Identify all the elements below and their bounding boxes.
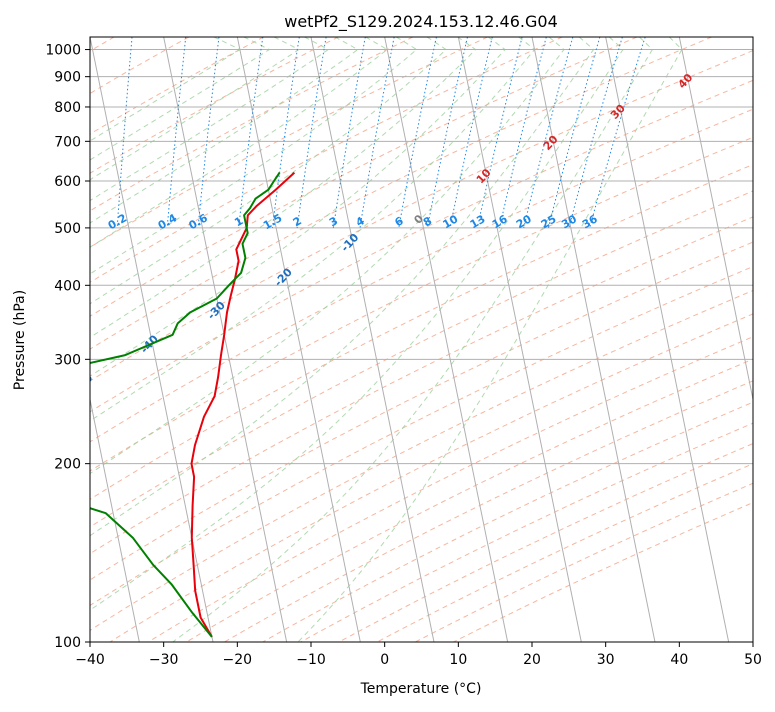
x-tick-label: 20 <box>523 652 541 668</box>
x-tick-label: 30 <box>597 652 615 668</box>
x-tick-label: −20 <box>223 652 253 668</box>
y-tick-label: 300 <box>54 352 81 368</box>
chart-title: wetPf2_S129.2024.153.12.46.G04 <box>284 12 558 32</box>
y-tick-label: 500 <box>54 221 81 237</box>
x-tick-label: −10 <box>296 652 326 668</box>
y-tick-label: 700 <box>54 134 81 150</box>
y-tick-label: 900 <box>54 70 81 86</box>
y-tick-label: 800 <box>54 100 81 116</box>
x-tick-label: 10 <box>449 652 467 668</box>
x-tick-label: 50 <box>744 652 762 668</box>
x-tick-label: −30 <box>149 652 179 668</box>
x-axis-title: Temperature (°C) <box>360 681 482 697</box>
x-tick-label: −40 <box>75 652 105 668</box>
y-tick-label: 1000 <box>45 43 81 59</box>
y-axis-title: Pressure (hPa) <box>12 290 28 390</box>
y-tick-label: 600 <box>54 174 81 190</box>
y-tick-label: 100 <box>54 635 81 651</box>
y-tick-label: 200 <box>54 457 81 473</box>
y-tick-label: 400 <box>54 278 81 294</box>
x-tick-label: 0 <box>380 652 389 668</box>
x-tick-label: 40 <box>670 652 688 668</box>
